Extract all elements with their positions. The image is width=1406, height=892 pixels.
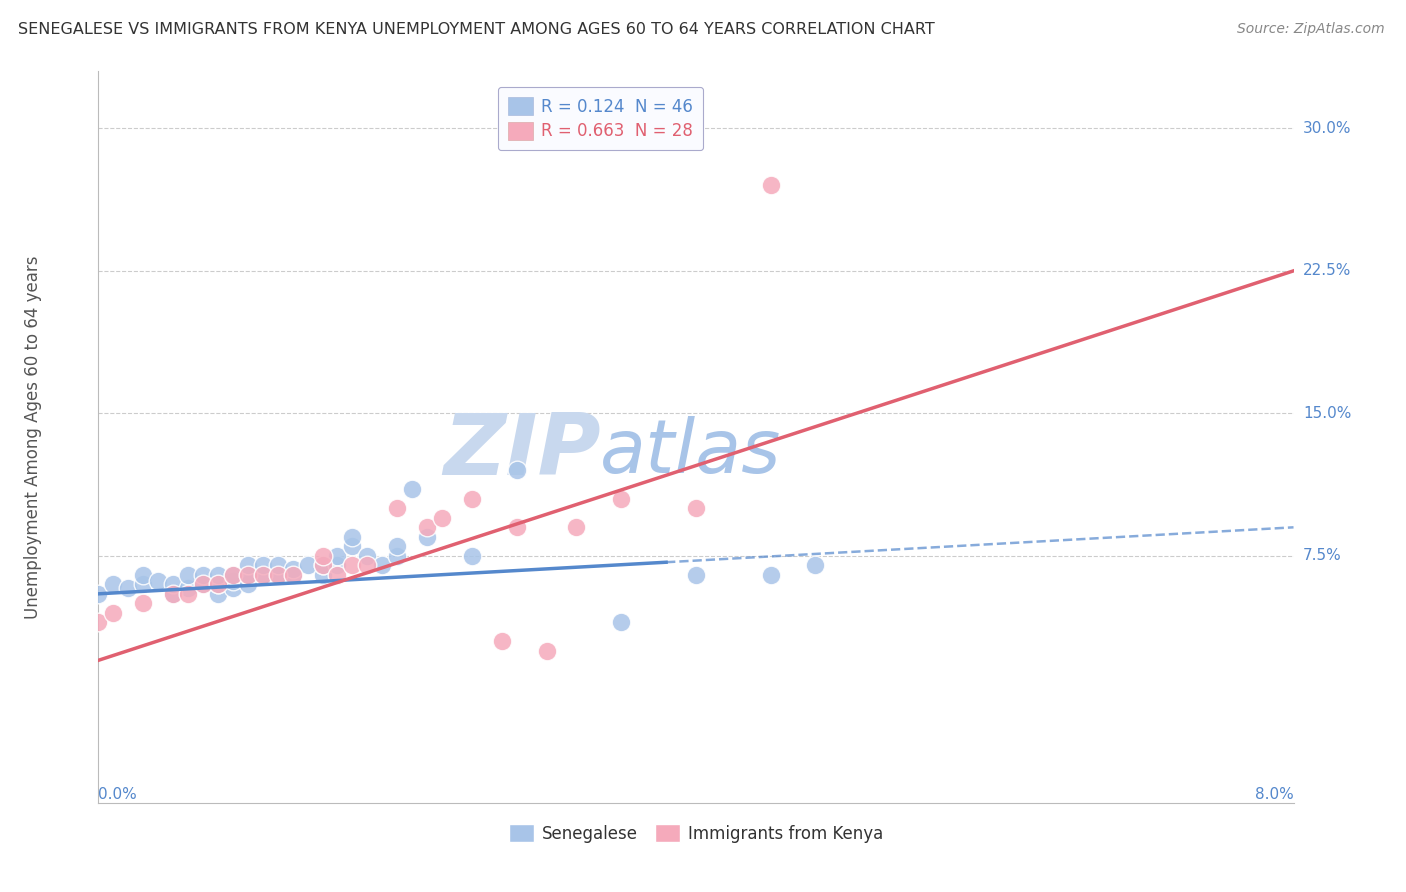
Legend: Senegalese, Immigrants from Kenya: Senegalese, Immigrants from Kenya — [502, 818, 890, 849]
Point — [536, 644, 558, 658]
Point — [207, 577, 229, 591]
Point — [281, 567, 304, 582]
Point — [685, 567, 707, 582]
Point — [326, 567, 349, 582]
Point — [148, 574, 170, 588]
Text: Source: ZipAtlas.com: Source: ZipAtlas.com — [1237, 22, 1385, 37]
Point — [207, 587, 229, 601]
Point — [356, 558, 378, 573]
Point — [461, 549, 484, 563]
Point — [132, 596, 155, 610]
Point — [356, 549, 378, 563]
Point — [342, 530, 364, 544]
Point — [222, 581, 245, 595]
Point — [222, 567, 245, 582]
Point — [177, 587, 200, 601]
Point — [385, 549, 409, 563]
Point — [267, 567, 290, 582]
Point — [132, 567, 155, 582]
Point — [236, 577, 259, 591]
Text: 30.0%: 30.0% — [1303, 120, 1351, 136]
Point — [311, 549, 333, 563]
Point — [326, 558, 349, 573]
Point — [252, 567, 274, 582]
Point — [371, 558, 394, 573]
Point — [207, 567, 229, 582]
Point — [326, 549, 349, 563]
Point — [191, 577, 214, 591]
Point — [759, 567, 782, 582]
Point — [132, 577, 155, 591]
Point — [311, 567, 333, 582]
Point — [252, 558, 274, 573]
Text: Unemployment Among Ages 60 to 64 years: Unemployment Among Ages 60 to 64 years — [24, 255, 42, 619]
Text: atlas: atlas — [600, 416, 782, 488]
Point — [103, 606, 125, 620]
Point — [491, 634, 513, 648]
Point — [236, 567, 259, 582]
Text: ZIP: ZIP — [443, 410, 600, 493]
Point — [267, 567, 290, 582]
Point — [685, 501, 707, 516]
Point — [117, 581, 139, 595]
Point — [297, 558, 319, 573]
Point — [236, 558, 259, 573]
Point — [222, 567, 245, 582]
Point — [162, 587, 184, 601]
Text: 22.5%: 22.5% — [1303, 263, 1351, 278]
Point — [385, 539, 409, 553]
Point — [177, 581, 200, 595]
Point — [103, 577, 125, 591]
Point — [311, 558, 333, 573]
Point — [87, 615, 110, 630]
Point — [236, 567, 259, 582]
Text: 7.5%: 7.5% — [1303, 549, 1341, 564]
Point — [385, 501, 409, 516]
Point — [342, 539, 364, 553]
Point — [342, 558, 364, 573]
Point — [207, 577, 229, 591]
Text: SENEGALESE VS IMMIGRANTS FROM KENYA UNEMPLOYMENT AMONG AGES 60 TO 64 YEARS CORRE: SENEGALESE VS IMMIGRANTS FROM KENYA UNEM… — [18, 22, 935, 37]
Point — [565, 520, 588, 534]
Point — [804, 558, 827, 573]
Point — [610, 491, 633, 506]
Point — [281, 562, 304, 576]
Point — [416, 530, 439, 544]
Point — [222, 574, 245, 588]
Text: 15.0%: 15.0% — [1303, 406, 1351, 421]
Point — [177, 567, 200, 582]
Point — [759, 178, 782, 193]
Point — [252, 567, 274, 582]
Point — [87, 587, 110, 601]
Point — [506, 520, 529, 534]
Point — [461, 491, 484, 506]
Point — [191, 577, 214, 591]
Point — [267, 558, 290, 573]
Text: 8.0%: 8.0% — [1254, 787, 1294, 802]
Text: 0.0%: 0.0% — [98, 787, 138, 802]
Point — [506, 463, 529, 477]
Point — [281, 567, 304, 582]
Point — [430, 511, 453, 525]
Point — [401, 483, 423, 497]
Point — [610, 615, 633, 630]
Point — [311, 558, 333, 573]
Point — [416, 520, 439, 534]
Point — [162, 587, 184, 601]
Point — [191, 567, 214, 582]
Point — [162, 577, 184, 591]
